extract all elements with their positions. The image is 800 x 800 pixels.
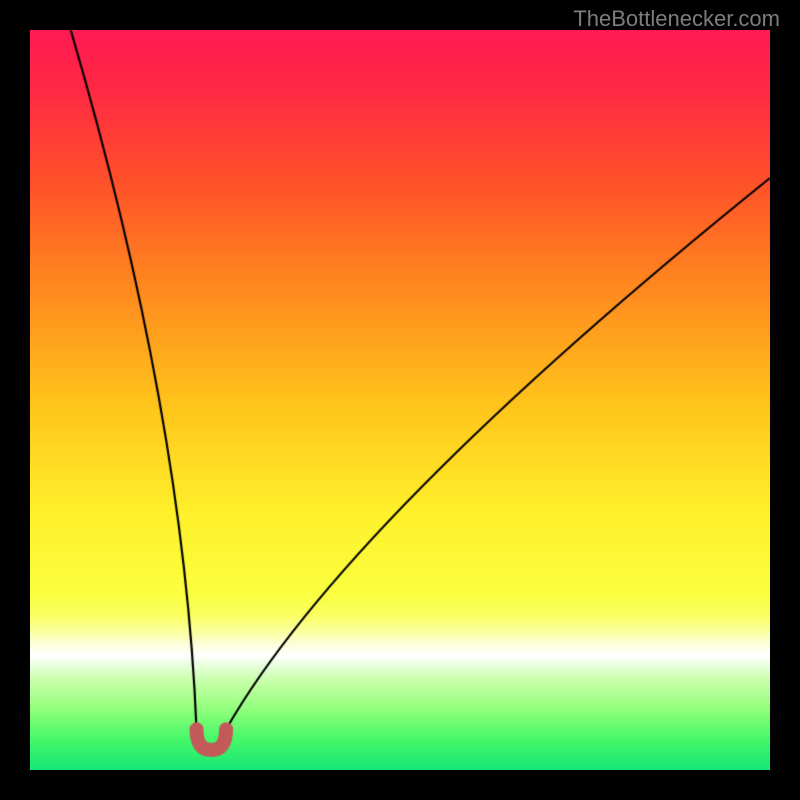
watermark-text: TheBottlenecker.com (573, 6, 780, 32)
bottleneck-curve (0, 0, 800, 800)
chart-stage: TheBottlenecker.com (0, 0, 800, 800)
